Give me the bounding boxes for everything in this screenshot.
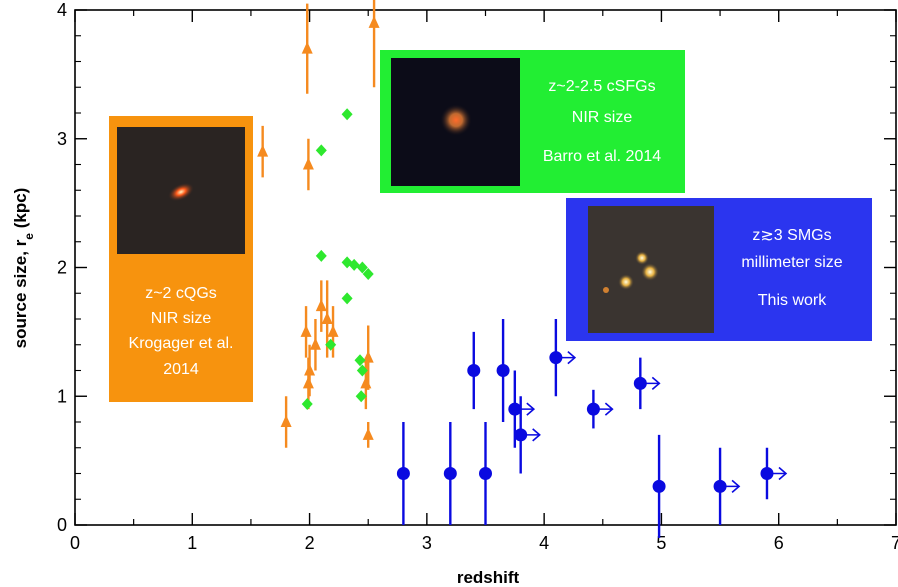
limit-arrow-head <box>604 402 614 416</box>
inset-smgs-line-2: millimeter size <box>741 254 842 271</box>
circle-marker <box>479 467 492 480</box>
triangle-marker <box>362 350 374 363</box>
diamond-marker <box>341 108 353 121</box>
diamond-marker <box>325 338 337 351</box>
compact-orange-galaxy-image <box>440 104 472 136</box>
triangle-marker <box>360 376 372 389</box>
x-tick-label: 2 <box>305 533 315 553</box>
diamond-marker <box>354 354 366 367</box>
y-tick-label: 0 <box>57 515 67 535</box>
diamond-marker <box>348 258 360 271</box>
triangle-marker <box>362 427 374 440</box>
inset-csfgs-line-2: NIR size <box>572 109 633 126</box>
inset-csfgs: z~2-2.5 cSFGs NIR size Barro et al. 2014 <box>380 50 685 193</box>
inset-smgs-line-1: z≳3 SMGs <box>752 227 831 244</box>
inset-cqgs-line-4: 2014 <box>163 361 199 378</box>
diamond-marker <box>362 267 374 280</box>
y-axis-title-unit: (kpc) <box>11 188 30 233</box>
y-tick-label: 2 <box>57 258 67 278</box>
triangle-marker <box>368 15 380 28</box>
clumpy-yellow-galaxy-image <box>603 251 659 293</box>
limit-arrow-head <box>526 402 536 416</box>
limit-arrow-head <box>731 479 741 493</box>
y-tick-label: 3 <box>57 129 67 149</box>
plot-area: 0 1 2 3 4 5 6 7 0 1 2 3 4 <box>57 0 898 553</box>
inset-smgs-line-3: This work <box>758 292 827 309</box>
inset-csfgs-line-3: Barro et al. 2014 <box>543 148 661 165</box>
inset-csfgs-line-1: z~2-2.5 cSFGs <box>548 78 655 95</box>
triangle-marker <box>315 299 327 312</box>
diamond-marker <box>356 364 368 377</box>
inset-cqgs-line-3: Krogager et al. <box>129 335 234 352</box>
triangle-marker <box>321 312 333 324</box>
diamond-marker <box>315 144 327 157</box>
x-axis-title: redshift <box>457 568 520 587</box>
compact-red-galaxy-image <box>167 182 195 202</box>
y-tick-label: 1 <box>57 386 67 406</box>
triangle-marker <box>300 324 312 337</box>
circle-marker <box>652 479 666 493</box>
y-axis-title: source size, re (kpc) <box>11 188 36 349</box>
inset-cqgs: z~2 cQGs NIR size Krogager et al. 2014 <box>109 116 253 402</box>
triangle-marker <box>257 144 269 157</box>
triangle-marker <box>304 363 316 376</box>
diamond-marker <box>356 261 368 274</box>
limit-arrow-head <box>532 428 541 442</box>
diamond-marker <box>315 249 327 262</box>
diamond-marker <box>355 390 367 403</box>
circle-marker <box>443 467 457 480</box>
x-tick-label: 5 <box>656 533 666 553</box>
inset-cqgs-line-1: z~2 cQGs <box>145 285 217 302</box>
triangle-marker <box>309 337 321 350</box>
limit-arrow-head <box>778 466 788 481</box>
x-tick-label: 6 <box>774 533 784 553</box>
x-tick-label: 4 <box>539 533 549 553</box>
x-tick-label: 3 <box>422 533 432 553</box>
limit-arrow-head <box>567 351 577 365</box>
inset-smgs: z≳3 SMGs millimeter size This work <box>566 198 872 341</box>
limit-arrow-head <box>651 376 661 390</box>
y-axis-title-sub: e <box>22 233 36 240</box>
triangle-marker <box>301 41 313 54</box>
triangle-marker <box>280 415 292 427</box>
circle-marker <box>396 467 410 480</box>
circle-marker <box>496 364 510 377</box>
triangle-marker <box>302 157 314 170</box>
diamond-marker <box>341 292 353 305</box>
circle-marker <box>467 364 481 377</box>
y-tick-label: 4 <box>57 0 67 20</box>
inset-cqgs-line-2: NIR size <box>151 310 212 327</box>
x-tick-label: 1 <box>187 533 197 553</box>
triangle-marker <box>327 324 339 337</box>
diamond-marker <box>301 397 313 410</box>
y-axis-title-main: source size, r <box>11 239 30 348</box>
x-tick-label: 0 <box>70 533 80 553</box>
x-tick-label: 7 <box>891 533 898 553</box>
